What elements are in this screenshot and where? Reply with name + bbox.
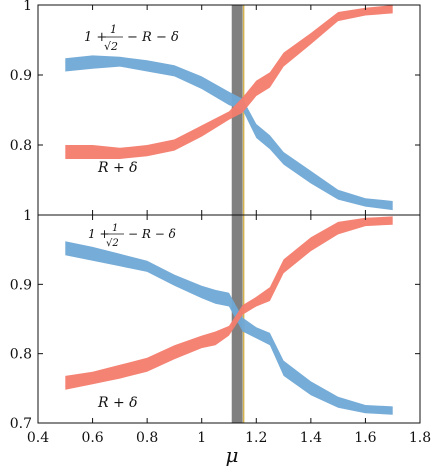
bottom-ytick-label-2: 0.9 <box>10 277 32 293</box>
top-upper-label: 1 + 1 √2 − R − δ <box>84 23 179 53</box>
top-upper-label-lead: 1 + <box>84 30 107 45</box>
bottom-series-1-band <box>65 216 393 390</box>
xtick-label-4: 1.2 <box>245 430 267 446</box>
bottom-upper-label-tail: − R − δ <box>128 227 176 241</box>
bottom-lower-label: R + δ <box>97 395 138 411</box>
top-upper-label-frac-num: 1 <box>110 23 117 36</box>
bottom-panel: 0.7 0.8 0.9 1 1 + 1 √2 − R − δ R + δ <box>10 208 421 432</box>
top-panel: 0.8 0.9 1 1 + 1 √2 − R − δ R + δ <box>10 0 421 216</box>
bottom-y-ticks: 0.7 0.8 0.9 1 <box>10 208 421 432</box>
xtick-label-0: 0.4 <box>27 430 49 446</box>
bottom-plot-frame <box>37 214 421 424</box>
bottom-series-0-band <box>65 241 393 415</box>
top-series <box>65 5 393 211</box>
x-ticks: 0.4 0.6 0.8 1 1.2 1.4 1.6 1.8 <box>27 430 431 446</box>
xtick-label-7: 1.8 <box>409 430 431 446</box>
bottom-upper-label-frac-den: √2 <box>106 238 119 249</box>
top-series-1-band <box>65 5 393 159</box>
top-ytick-label-0: 0.8 <box>10 138 32 154</box>
top-ytick-label-1: 0.9 <box>10 68 32 84</box>
xtick-label-2: 0.8 <box>136 430 158 446</box>
top-y-ticks: 0.8 0.9 1 <box>10 0 421 215</box>
bottom-ytick-label-1: 0.8 <box>10 347 32 363</box>
bottom-ytick-label-0: 0.7 <box>10 416 32 432</box>
bottom-ytick-label-3: 1 <box>23 208 32 224</box>
bottom-upper-label: 1 + 1 √2 − R − δ <box>88 223 176 249</box>
xtick-label-6: 1.6 <box>354 430 376 446</box>
x-axis-label: μ <box>226 443 239 466</box>
top-upper-label-tail: − R − δ <box>127 30 179 45</box>
top-series-0-band <box>65 55 393 211</box>
xtick-label-3: 1 <box>197 430 206 446</box>
xtick-label-1: 0.6 <box>81 430 103 446</box>
xtick-label-5: 1.4 <box>300 430 322 446</box>
bottom-series <box>65 216 393 415</box>
top-upper-label-frac-den: √2 <box>104 40 118 53</box>
top-lower-label: R + δ <box>97 160 138 176</box>
bottom-upper-label-lead: 1 + <box>88 227 110 241</box>
top-ytick-label-2: 1 <box>23 0 32 14</box>
bottom-upper-label-frac-num: 1 <box>112 223 118 234</box>
